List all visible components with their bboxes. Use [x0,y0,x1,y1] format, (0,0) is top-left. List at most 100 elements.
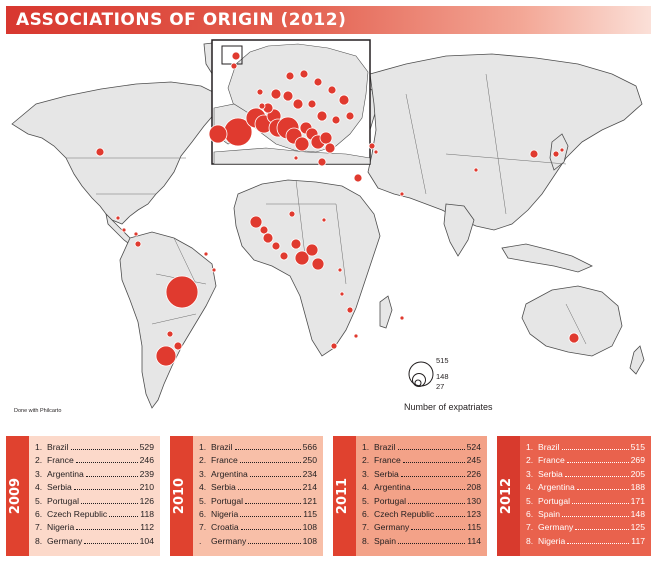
country-name: Brazil [374,442,396,452]
leader-dots [81,502,138,504]
list-item: 7. Nigeria 112 [35,522,154,535]
expatriate-bubble [331,115,341,125]
expatriate-bubble [166,330,174,338]
expatriate-bubble [294,250,310,266]
country-name: Serbia [47,482,72,493]
leader-dots [576,489,629,491]
expatriate-bubble [165,275,199,309]
list-item: 5. Portugal 130 [362,496,481,509]
rank-number: 5. [362,495,370,506]
leader-dots [400,475,465,477]
leader-dots [245,502,301,504]
rank-number: 7. [35,522,43,533]
expatriate-bubble [288,210,296,218]
list-item: 6. Nigeria 115 [199,509,317,522]
rank-number: 2. [199,455,207,466]
legend-value-medium: 148 [436,372,449,381]
expatriate-count: 246 [139,455,154,466]
expatriate-bubble [249,215,263,229]
expatriate-count: 108 [302,522,317,533]
expatriate-bubble [317,157,327,167]
country-name: Germany [211,535,247,546]
rank-number: 3. [362,468,370,479]
expatriate-bubble [552,150,560,158]
country-name: Spain [538,508,560,519]
expatriate-count: 171 [630,495,645,506]
year-tab: 2009 [6,436,29,556]
expatriate-bubble [316,110,328,122]
list-item: 4. Serbia 210 [35,482,154,495]
legend-value-small: 27 [436,382,444,391]
year-tab: 2010 [170,436,193,556]
expatriate-count: 123 [466,508,481,519]
expatriate-bubble [258,102,266,110]
australia-landmass [521,285,623,357]
rank-number: 4. [35,482,43,493]
country-name: Argentina [538,482,575,493]
expatriate-bubble [256,88,264,96]
leader-dots [240,515,302,517]
expatriate-count: 148 [630,508,645,519]
southeast-asia-islands [501,243,593,273]
list-item: 3. Serbia 226 [362,469,481,482]
expatriate-bubble [399,315,405,321]
list-item: 4. Argentina 208 [362,482,481,495]
asia-landmass [367,53,643,231]
ranking-panel-2009: 2009 1. Brazil 529 2. France 246 3. Argentina… [6,436,160,556]
year-label: 2012 [499,477,514,515]
japan-landmass [549,133,569,171]
leader-dots [75,462,138,464]
list-item: 1. Brazil 524 [362,442,481,455]
legend-title: Number of expatriates [404,402,493,412]
expatriate-bubble [282,90,294,102]
expatriate-bubble [211,267,217,273]
leader-dots [240,529,301,531]
rank-number: 7. [362,522,370,533]
country-name: Portugal [211,495,244,506]
title-banner: ASSOCIATIONS OF ORIGIN (2012) [6,6,651,34]
expatriate-bubble [368,142,376,150]
list-item: 6. Czech Republic 118 [35,509,154,522]
country-name: Serbia [538,468,563,479]
year-tab: 2011 [333,436,356,556]
country-name: Germany [47,535,83,546]
expatriate-bubble [559,147,565,153]
year-label: 2009 [8,477,23,515]
list-item: 7. Croatia 108 [199,522,317,535]
expatriate-bubble [399,191,405,197]
expatriate-bubble [115,215,121,221]
rank-number: 4. [362,482,370,493]
rank-number: 6. [35,508,43,519]
country-name: France [47,455,74,466]
leader-dots [397,542,466,544]
expatriate-bubble [230,62,238,70]
list-item: 5. Portugal 121 [199,496,317,509]
expatriate-count: 125 [630,522,645,533]
country-name: Nigeria [538,535,566,546]
expatriate-bubble [279,251,289,261]
country-borders [66,73,587,345]
expatriate-bubble [319,131,333,145]
list-item: 2. France 245 [362,455,481,468]
leader-dots [572,502,629,504]
rank-number: 4. [199,482,207,493]
page-title: ASSOCIATIONS OF ORIGIN (2012) [16,10,347,30]
expatriate-bubble [95,147,105,157]
rank-number: 7. [526,522,534,533]
expatriate-bubble [293,155,299,161]
expatriate-count: 112 [140,522,154,533]
list-item: 6. Czech Republic 123 [362,509,481,522]
list-item: 8. Germany 104 [35,536,154,549]
ranking-body: 1. Brazil 529 2. France 246 3. Argentina 239 4… [29,436,160,556]
country-name: Croatia [211,522,239,533]
expatriate-bubble [271,241,281,251]
country-name: France [211,455,238,466]
country-name: France [538,455,565,466]
country-name: Czech Republic [374,508,435,519]
expatriate-count: 208 [466,482,481,493]
expatriate-count: 226 [466,468,481,479]
south-america-landmass [119,231,217,409]
leader-dots [566,462,629,464]
list-item: 2. France 246 [35,455,154,468]
expatriate-count: 239 [139,468,154,479]
